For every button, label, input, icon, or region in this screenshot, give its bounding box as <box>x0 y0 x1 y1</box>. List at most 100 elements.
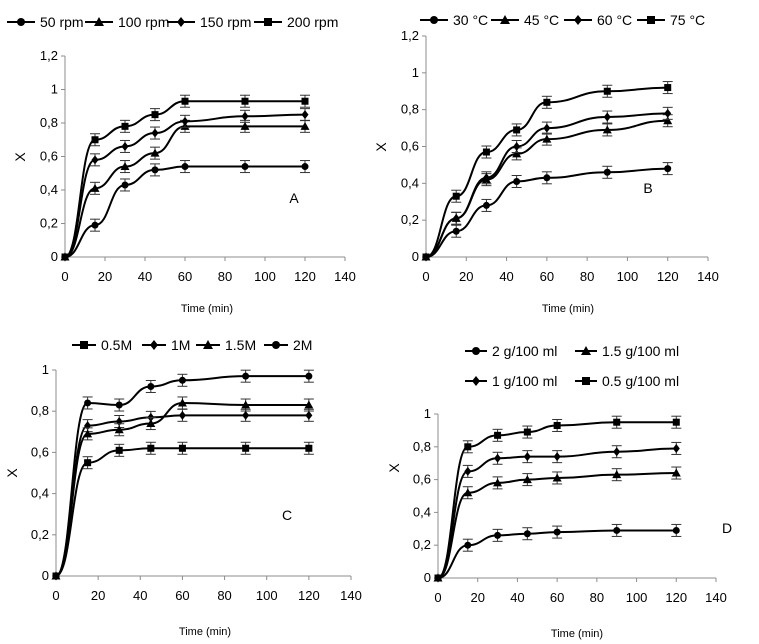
series-line <box>55 414 309 577</box>
series-1-5m <box>51 396 314 580</box>
chart-panel-c: 0 0,2 0,4 0,6 0,8 1 0 20 40 60 80 100 120 140 Time (mi… <box>4 337 362 638</box>
data-point <box>240 121 250 130</box>
data-point <box>523 452 531 462</box>
x-tick-label: 80 <box>218 269 232 284</box>
data-point <box>91 136 99 144</box>
panel-label: B <box>643 180 652 196</box>
series-2m <box>52 369 314 580</box>
series-line <box>64 165 305 258</box>
y-tick-label: 0,4 <box>413 504 431 519</box>
data-point <box>553 421 561 429</box>
data-point <box>304 400 314 409</box>
data-point <box>146 419 156 428</box>
legend: 50 rpm 100 rpm 150 rpm 200 rpm <box>7 14 338 30</box>
legend-item: 60 °C <box>564 12 632 28</box>
data-point <box>151 111 159 119</box>
panel-label: C <box>282 507 292 523</box>
x-tick-label: 140 <box>697 269 719 284</box>
legend-item: 30 °C <box>420 12 488 28</box>
legend-label: 2M <box>293 337 312 353</box>
series-1-5-g-100-ml <box>433 466 682 582</box>
series-line <box>55 401 309 577</box>
data-point <box>150 148 160 157</box>
data-point <box>672 443 680 453</box>
y-tick-label: 0,6 <box>31 444 49 459</box>
x-tick-label: 20 <box>459 269 473 284</box>
data-point <box>452 227 460 235</box>
data-point <box>494 531 502 539</box>
series-75-c <box>422 81 673 261</box>
data-point <box>61 253 69 261</box>
data-point <box>613 526 621 534</box>
data-point <box>612 470 622 479</box>
data-point <box>241 97 249 105</box>
circle-marker-icon <box>272 341 280 349</box>
data-point <box>494 453 502 463</box>
circle-marker-icon <box>430 16 438 24</box>
data-point <box>114 425 124 434</box>
x-tick-label: 40 <box>510 590 524 605</box>
data-point <box>178 376 186 384</box>
legend-label: 2 g/100 ml <box>492 343 557 359</box>
data-point <box>301 97 309 105</box>
x-tick-label: 60 <box>178 269 192 284</box>
diamond-marker-icon <box>574 15 582 25</box>
y-tick-label: 1 <box>42 362 49 377</box>
data-point <box>91 221 99 229</box>
data-point <box>241 111 249 121</box>
legend-item: 45 °C <box>491 12 559 28</box>
legend-label: 1 g/100 ml <box>492 373 557 389</box>
x-tick-label: 0 <box>434 590 441 605</box>
x-tick-label: 40 <box>138 269 152 284</box>
x-tick-label: 0 <box>52 588 59 603</box>
data-point <box>513 126 521 134</box>
data-point <box>523 530 531 538</box>
data-point <box>512 149 522 158</box>
data-point <box>84 399 92 407</box>
x-tick-label: 140 <box>334 269 356 284</box>
legend-item: 2M <box>264 337 312 353</box>
data-point <box>603 112 611 122</box>
data-point <box>664 84 672 92</box>
series-line <box>437 472 677 579</box>
data-point <box>151 128 159 138</box>
legend-item: 150 rpm <box>167 14 251 30</box>
series-line <box>55 447 309 577</box>
x-tick-label: 80 <box>580 269 594 284</box>
data-point <box>147 444 155 452</box>
data-point <box>603 168 611 176</box>
y-axis-title: X <box>12 152 28 162</box>
series-line <box>437 447 677 579</box>
data-point <box>151 166 159 174</box>
series-0-5-g-100-ml <box>434 415 682 582</box>
data-point <box>513 142 521 151</box>
x-tick-label: 20 <box>98 269 112 284</box>
data-point <box>613 447 621 457</box>
legend: 30 °C 45 °C 60 °C 75 °C <box>420 12 705 28</box>
y-tick-label: 0,2 <box>413 537 431 552</box>
y-tick-label: 0 <box>42 568 49 583</box>
y-tick-label: 0,8 <box>401 102 419 117</box>
data-point <box>181 163 189 171</box>
data-point <box>494 431 502 439</box>
x-tick-label: 0 <box>61 269 68 284</box>
legend-item: 0.5M <box>72 337 132 353</box>
square-marker-icon <box>647 16 655 24</box>
data-point <box>83 429 93 438</box>
x-tick-label: 80 <box>590 590 604 605</box>
series-0-5m <box>52 441 314 580</box>
data-point <box>147 382 155 390</box>
legend-item: 75 °C <box>637 12 705 28</box>
data-point <box>513 177 521 185</box>
data-point <box>463 488 473 497</box>
x-tick-label: 20 <box>470 590 484 605</box>
y-tick-label: 0,4 <box>40 182 58 197</box>
x-axis-title: Time (min) <box>179 626 231 638</box>
data-point <box>242 372 250 380</box>
data-point <box>664 165 672 173</box>
x-tick-label: 140 <box>340 588 362 603</box>
data-point <box>305 410 313 420</box>
x-tick-label: 100 <box>254 269 276 284</box>
legend-label: 30 °C <box>453 12 488 28</box>
